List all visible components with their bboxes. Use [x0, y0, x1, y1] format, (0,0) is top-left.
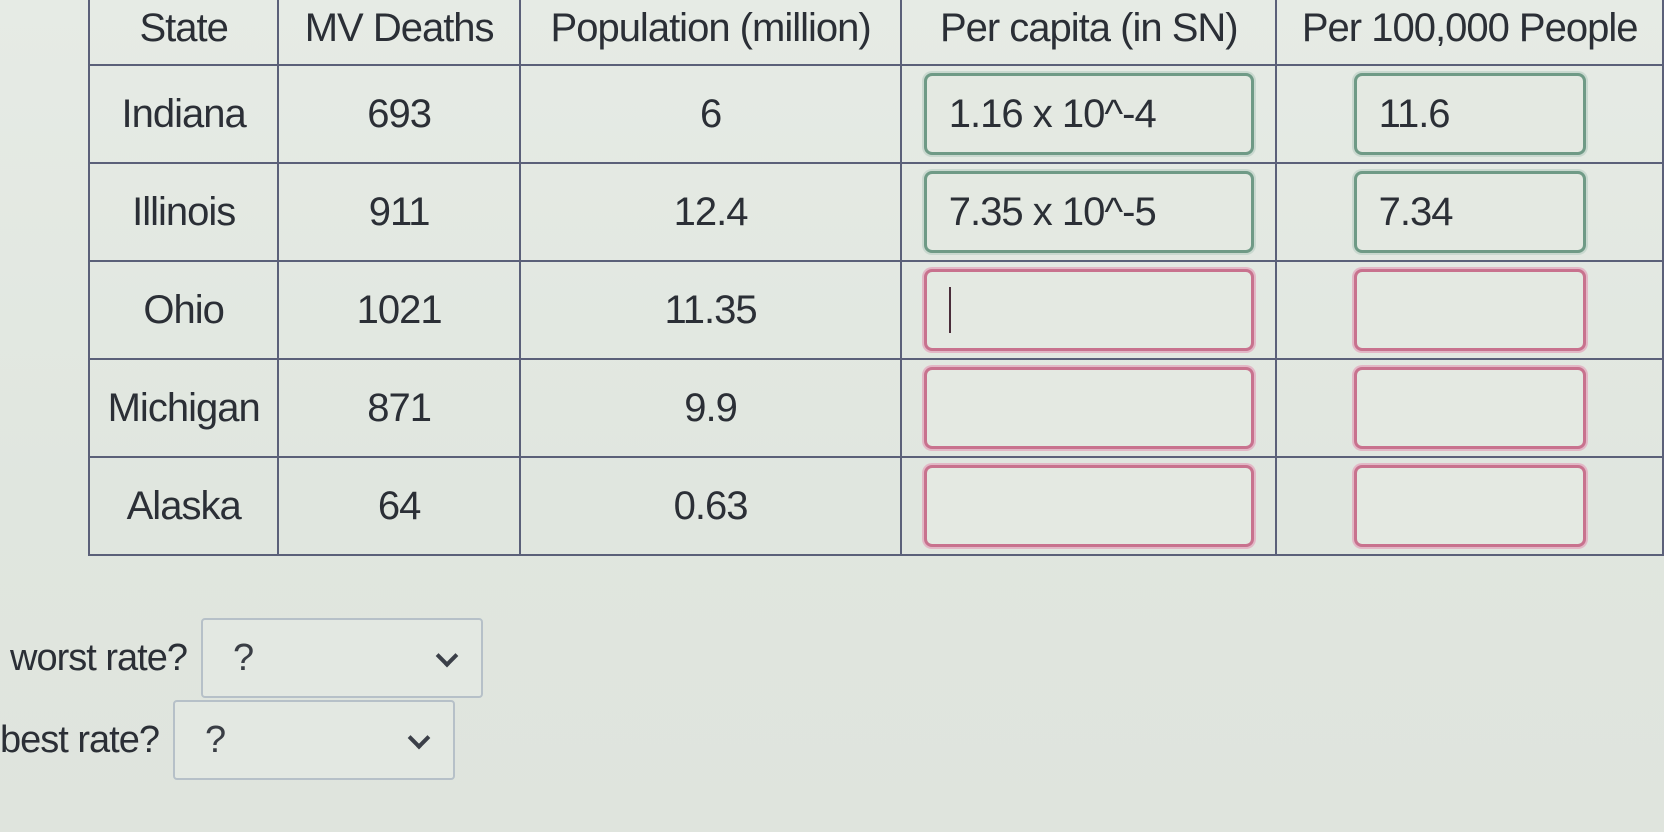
- population-cell: 12.4: [518, 162, 903, 262]
- chevron-down-icon: [407, 726, 431, 750]
- table-row: Michigan 871 9.9: [87, 358, 1664, 458]
- per-capita-input-michigan[interactable]: [923, 367, 1254, 449]
- worst-rate-select[interactable]: ?: [200, 618, 483, 698]
- per-100k-cell: [1275, 358, 1664, 458]
- table-row: Alaska 64 0.63: [87, 456, 1664, 556]
- deaths-cell: 911: [277, 162, 521, 262]
- per-capita-cell: [900, 64, 1278, 164]
- state-cell: Illinois: [87, 162, 280, 262]
- worst-rate-question: worst rate? ?: [10, 618, 483, 698]
- per-100k-input-indiana[interactable]: [1353, 73, 1586, 155]
- per-capita-input-alaska[interactable]: [923, 465, 1254, 547]
- state-cell: Alaska: [87, 456, 280, 556]
- header-mv-deaths: MV Deaths: [277, 0, 521, 66]
- best-rate-selected-value: ?: [205, 718, 226, 761]
- population-cell: 11.35: [518, 260, 903, 360]
- worst-rate-label: worst rate?: [10, 636, 188, 679]
- per-capita-cell: [900, 456, 1278, 556]
- best-rate-label: best rate?: [0, 718, 160, 761]
- table-header-row: State MV Deaths Population (million) Per…: [87, 0, 1664, 66]
- per-capita-input-ohio[interactable]: [923, 269, 1254, 351]
- per-100k-input-michigan[interactable]: [1353, 367, 1586, 449]
- population-cell: 9.9: [518, 358, 903, 458]
- state-cell: Michigan: [87, 358, 280, 458]
- worst-rate-selected-value: ?: [232, 636, 254, 679]
- per-100k-cell: [1275, 162, 1664, 262]
- chevron-down-icon: [435, 644, 459, 668]
- header-per-100000: Per 100,000 People: [1275, 0, 1664, 66]
- per-capita-cell: [900, 260, 1278, 360]
- per-100k-cell: [1275, 64, 1664, 164]
- deaths-cell: 871: [277, 358, 521, 458]
- per-capita-input-indiana[interactable]: [923, 73, 1254, 155]
- table-row: Indiana 693 6: [87, 64, 1664, 164]
- per-capita-cell: [900, 358, 1278, 458]
- mv-deaths-table: State MV Deaths Population (million) Per…: [87, 0, 1664, 556]
- state-cell: Indiana: [87, 64, 280, 164]
- state-cell: Ohio: [87, 260, 280, 360]
- table-row: Ohio 1021 11.35: [87, 260, 1664, 360]
- header-state: State: [87, 0, 280, 66]
- per-100k-input-alaska[interactable]: [1353, 465, 1586, 547]
- per-capita-input-illinois[interactable]: [923, 171, 1254, 253]
- per-capita-cell: [900, 162, 1278, 262]
- table-row: Illinois 911 12.4: [87, 162, 1664, 262]
- population-cell: 6: [518, 64, 903, 164]
- per-100k-input-ohio[interactable]: [1353, 269, 1586, 351]
- population-cell: 0.63: [518, 456, 903, 556]
- per-100k-input-illinois[interactable]: [1353, 171, 1586, 253]
- text-caret: [948, 287, 951, 333]
- deaths-cell: 64: [277, 456, 521, 556]
- header-per-capita: Per capita (in SN): [900, 0, 1278, 66]
- per-100k-cell: [1275, 456, 1664, 556]
- best-rate-select[interactable]: ?: [173, 700, 455, 780]
- best-rate-question: best rate? ?: [0, 700, 455, 780]
- header-population: Population (million): [518, 0, 903, 66]
- deaths-cell: 1021: [277, 260, 521, 360]
- deaths-cell: 693: [277, 64, 521, 164]
- per-100k-cell: [1275, 260, 1664, 360]
